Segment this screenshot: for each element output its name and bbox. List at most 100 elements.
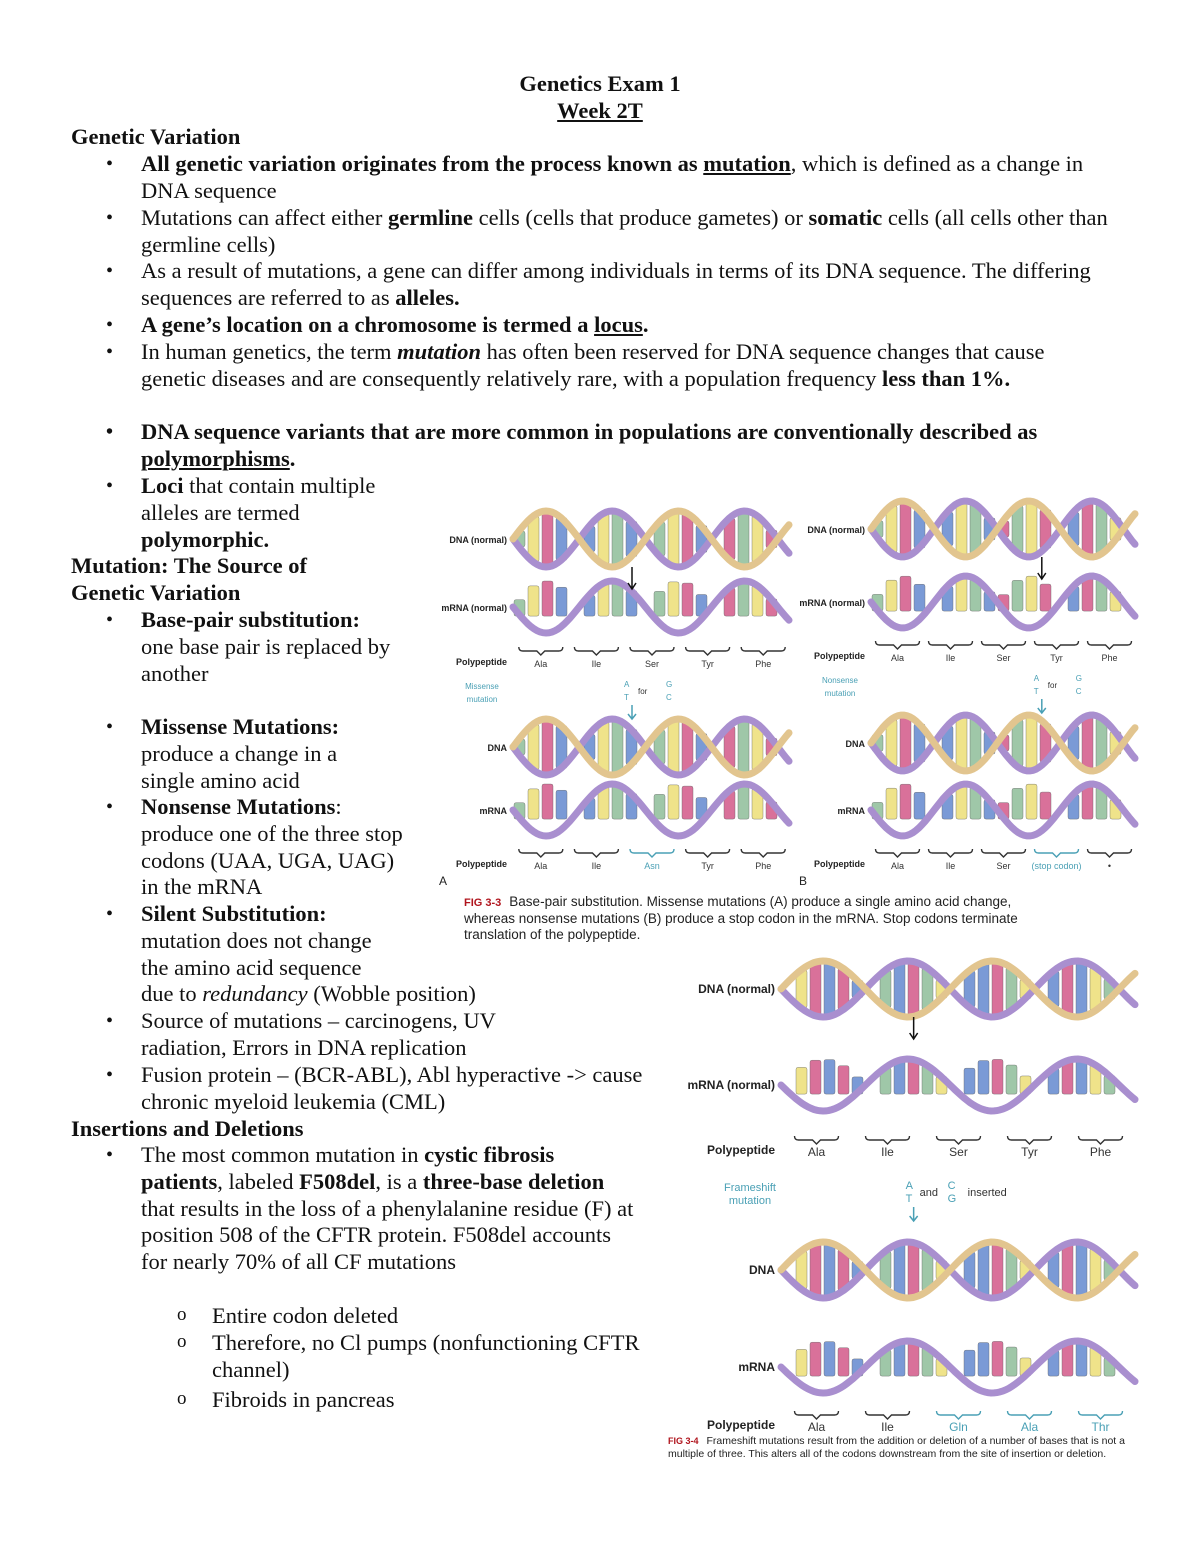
amino-acid-label: Ile [946, 861, 956, 871]
row-label: Polypeptide [814, 859, 865, 869]
base-pair [963, 1067, 976, 1095]
row-label: mRNA [837, 806, 865, 816]
codon-bracket [864, 1135, 911, 1145]
base-label: T [1034, 687, 1039, 696]
base-pair [885, 579, 898, 612]
amino-acid-label: Thr [1092, 1420, 1110, 1434]
base-pair [1005, 1064, 1018, 1095]
mutation-label: mutation [467, 695, 498, 704]
strand [777, 1055, 1139, 1115]
row-label: mRNA (normal) [441, 603, 507, 613]
figure-3-4: DNA (normal) mRNA (normal) Polypeptide Ala I… [687, 957, 1139, 1434]
base-pair [1011, 788, 1024, 820]
base-pair [681, 513, 694, 565]
amino-acid-label: Ser [996, 653, 1010, 663]
codon-bracket [980, 640, 1027, 650]
amino-acid-label: Ile [592, 861, 602, 871]
amino-acid-label: Ile [881, 1420, 894, 1434]
codon-bracket [793, 1410, 840, 1420]
change-word: inserted [968, 1187, 1007, 1199]
base-pair [737, 783, 750, 820]
row-label: Polypeptide [456, 859, 507, 869]
sub-list-item: Fibroids in pancreas [177, 1386, 642, 1414]
row-label: DNA (normal) [698, 982, 775, 996]
base-pair [1039, 583, 1052, 612]
base-pair [977, 1342, 990, 1377]
base-pair [737, 718, 750, 776]
codon-bracket [740, 848, 786, 858]
base-pair [541, 510, 554, 568]
codon-bracket [935, 1410, 982, 1420]
strand [777, 957, 1139, 1021]
amino-acid-label: • [1108, 861, 1111, 871]
base-pair [955, 715, 968, 771]
mutation-label: Frameshift [724, 1182, 776, 1194]
base-pair [541, 580, 554, 617]
amino-acid-label: Phe [755, 861, 771, 871]
change-word: for [638, 687, 648, 696]
amino-acid-label: Ser [949, 1145, 968, 1159]
base-pair [1081, 501, 1094, 557]
base-pair [955, 501, 968, 557]
codon-bracket [935, 1135, 982, 1145]
change-word: for [1048, 681, 1058, 690]
base-pair [809, 1060, 822, 1095]
sub-list-item: Entire codon deleted [177, 1302, 642, 1330]
base-label: G [666, 680, 672, 689]
amino-acid-label: Ala [891, 653, 904, 663]
amino-acid-label: Tyr [1021, 1145, 1038, 1159]
change-word: and [920, 1187, 938, 1199]
base-pair [1061, 1243, 1074, 1297]
base-pair [991, 1341, 1004, 1377]
base-pair [907, 1341, 920, 1377]
base-label: G [948, 1193, 957, 1205]
amino-acid-label: Tyr [701, 659, 714, 669]
base-pair [899, 783, 912, 820]
base-pair [1081, 715, 1094, 771]
base-pair [963, 1349, 976, 1377]
arrow-icon [1037, 557, 1047, 581]
strand [509, 715, 793, 779]
list-item: Missense Mutations: produce a change in … [106, 714, 396, 794]
base-pair [1075, 1059, 1088, 1095]
base-pair [899, 575, 912, 612]
list-item: All genetic variation originates from th… [106, 151, 1101, 205]
base-pair [653, 794, 666, 820]
strand [867, 711, 1139, 775]
base-pair [597, 513, 610, 565]
arrow-icon [627, 705, 637, 721]
amino-acid-label: Ala [534, 861, 547, 871]
base-pair [837, 1065, 850, 1095]
base-label: T [906, 1193, 913, 1205]
base-pair [1075, 1341, 1088, 1377]
base-label: C [1076, 687, 1082, 696]
strand [509, 507, 793, 571]
base-pair [823, 961, 836, 1017]
strand [509, 577, 793, 637]
base-pair [597, 721, 610, 773]
strand [867, 780, 1139, 840]
base-pair [667, 581, 680, 617]
mutation-label: Missense [465, 682, 499, 691]
list-item: DNA sequence variants that are more comm… [106, 419, 1131, 473]
amino-acid-label: Ala [534, 659, 547, 669]
amino-acid-label: Ile [946, 653, 956, 663]
row-label: mRNA (normal) [799, 598, 865, 608]
heading-insertions-deletions: Insertions and Deletions [71, 1116, 304, 1141]
amino-acid-label: (stop codon) [1031, 861, 1081, 871]
base-pair [809, 1342, 822, 1377]
base-pair [681, 582, 694, 617]
base-pair [977, 1060, 990, 1095]
list-item: The most common mutation in cystic fibro… [106, 1142, 641, 1276]
strand [509, 715, 793, 779]
row-label: Polypeptide [707, 1143, 775, 1157]
base-pair [681, 785, 694, 820]
base-pair [991, 1059, 1004, 1095]
base-pair [795, 1349, 808, 1377]
base-pair [653, 591, 666, 617]
codon-bracket [629, 646, 675, 656]
base-pair [1025, 575, 1038, 612]
amino-acid-label: Ile [592, 659, 602, 669]
codon-bracket [874, 848, 921, 858]
base-pair [1075, 1242, 1088, 1298]
